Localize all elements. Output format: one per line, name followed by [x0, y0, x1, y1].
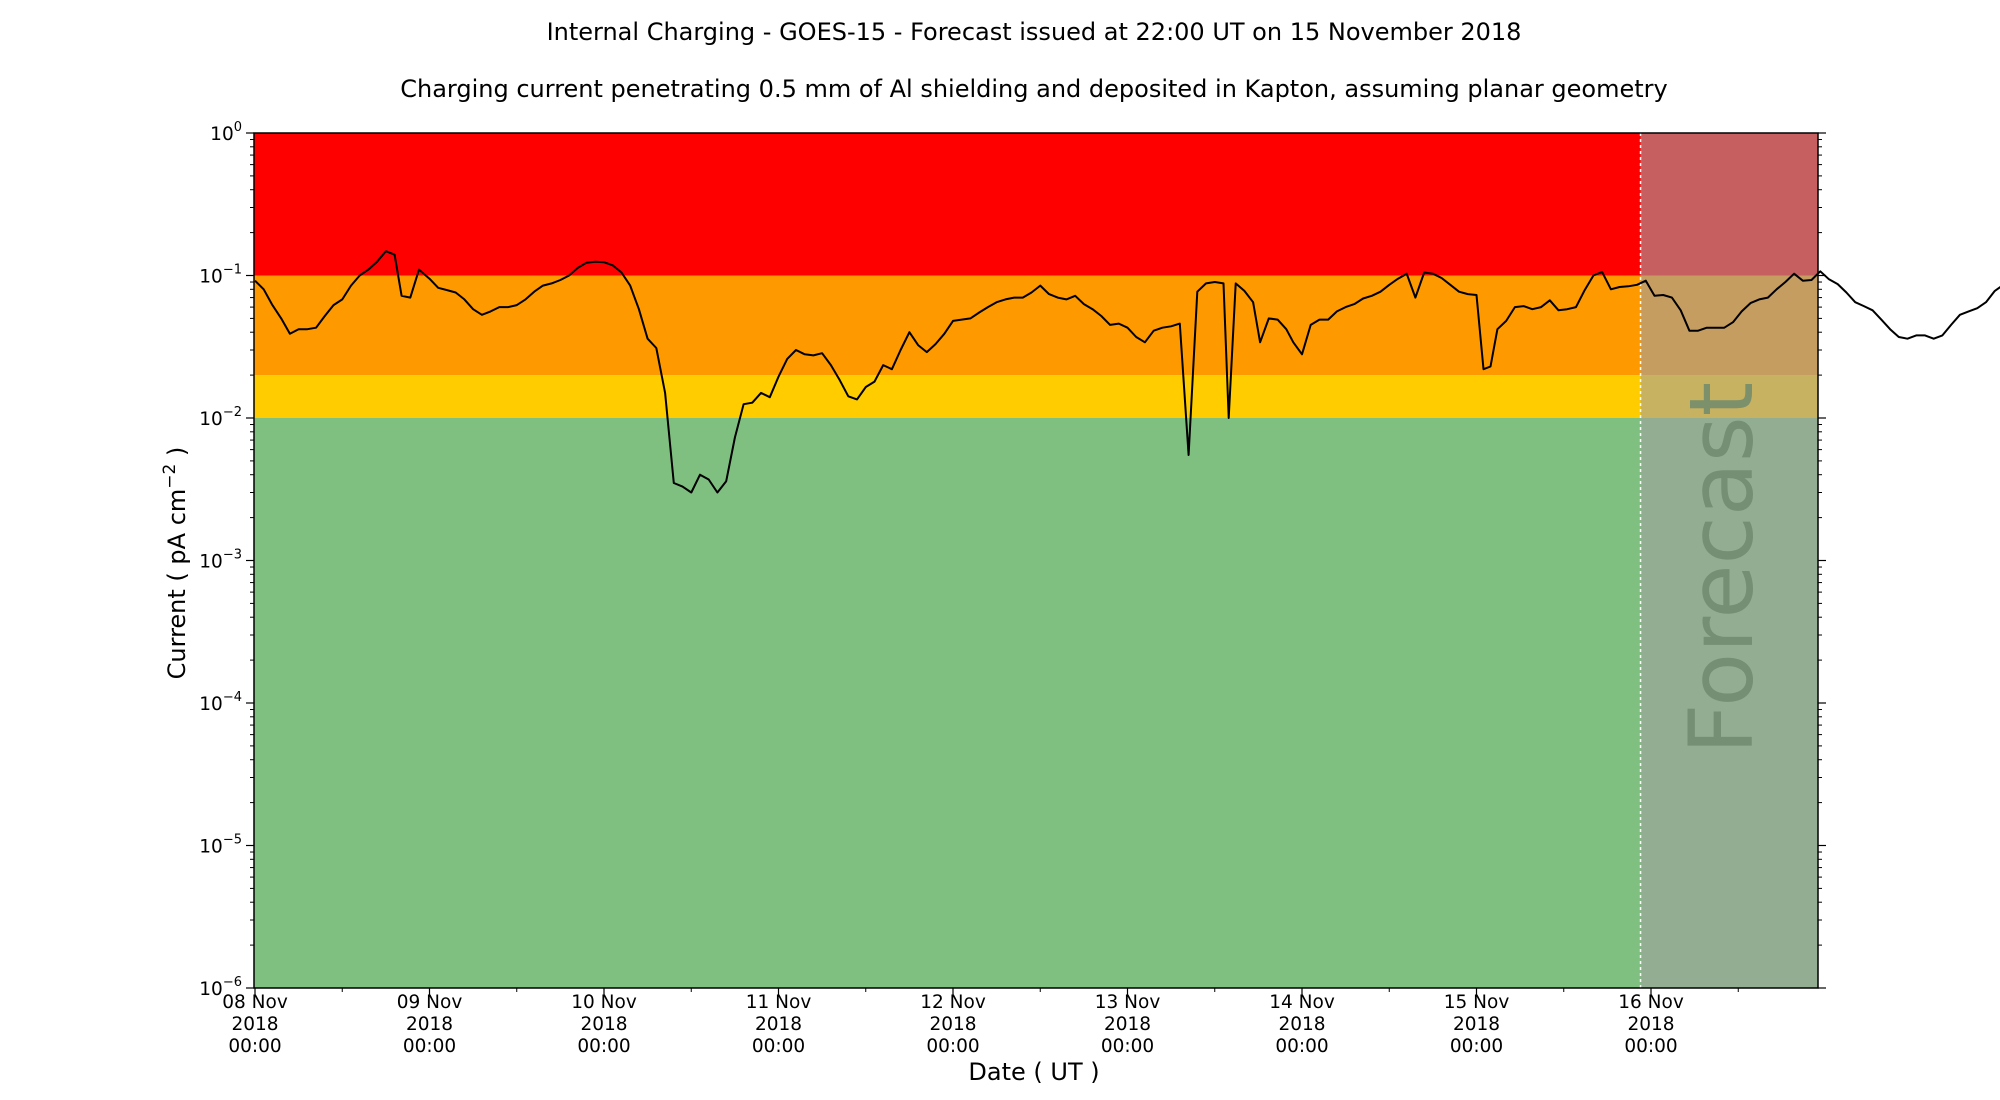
y-tick-base: 10 [199, 409, 223, 430]
x-tick-line: 10 Nov [571, 992, 637, 1013]
y-axis-label-suffix: ) [163, 447, 191, 464]
chart-subtitle: Charging current penetrating 0.5 mm of A… [400, 75, 1668, 103]
y-tick-label: 10−5 [199, 833, 242, 858]
x-tick-line: 2018 [755, 1014, 802, 1035]
x-tick-line: 2018 [1278, 1014, 1325, 1035]
x-tick-label: 10 Nov 2018 00:00 [571, 992, 637, 1057]
y-tick-base: 10 [199, 979, 223, 1000]
y-axis-label-prefix: Current ( pA cm [163, 489, 191, 680]
x-tick-line: 2018 [231, 1014, 278, 1035]
current-series [254, 250, 2000, 494]
y-tick-exponent: −4 [223, 690, 242, 705]
x-tick-label: 09 Nov 2018 00:00 [397, 992, 463, 1057]
y-axis-label: Current ( pA cm−2 ) [160, 447, 191, 680]
x-tick-line: 00:00 [1275, 1036, 1328, 1057]
band-moderate [254, 375, 1818, 418]
x-tick-line: 00:00 [1101, 1036, 1154, 1057]
x-tick-line: 11 Nov [746, 992, 812, 1013]
y-tick-exponent: 0 [234, 120, 242, 135]
band-high [254, 275, 1818, 376]
forecast-region: Forecast [1639, 133, 1818, 988]
x-tick-line: 2018 [580, 1014, 627, 1035]
y-tick-exponent: −1 [223, 263, 242, 278]
x-tick-line: 13 Nov [1095, 992, 1161, 1013]
y-tick-base: 10 [199, 267, 223, 288]
x-tick-label: 15 Nov 2018 00:00 [1444, 992, 1510, 1057]
severity-bands [254, 133, 1818, 988]
x-tick-line: 2018 [929, 1014, 976, 1035]
x-tick-label: 08 Nov 2018 00:00 [222, 992, 288, 1057]
x-tick-label: 14 Nov 2018 00:00 [1269, 992, 1335, 1057]
x-tick-line: 00:00 [926, 1036, 979, 1057]
x-tick-line: 00:00 [228, 1036, 281, 1057]
x-tick-line: 08 Nov [222, 992, 288, 1013]
x-tick-line: 2018 [1453, 1014, 1500, 1035]
x-tick-line: 2018 [1627, 1014, 1674, 1035]
x-tick-line: 2018 [1104, 1014, 1151, 1035]
forecast-overlay [1640, 133, 1818, 988]
band-severe [254, 133, 1818, 276]
x-tick-line: 16 Nov [1618, 992, 1684, 1013]
x-tick-line: 00:00 [403, 1036, 456, 1057]
y-tick-base: 10 [210, 124, 234, 145]
x-tick-line: 00:00 [577, 1036, 630, 1057]
x-tick-label: 11 Nov 2018 00:00 [746, 992, 812, 1057]
x-tick-label: 12 Nov 2018 00:00 [920, 992, 986, 1057]
y-tick-label: 10−3 [199, 548, 242, 573]
y-tick-base: 10 [199, 694, 223, 715]
y-tick-label: 10−1 [199, 263, 242, 288]
x-tick-line: 00:00 [752, 1036, 805, 1057]
x-tick-label: 13 Nov 2018 00:00 [1095, 992, 1161, 1057]
x-tick-label: 16 Nov 2018 00:00 [1618, 992, 1684, 1057]
y-tick-exponent: −5 [223, 833, 242, 848]
forecast-label: Forecast [1670, 382, 1773, 754]
y-tick-exponent: −2 [223, 405, 242, 420]
band-low [254, 418, 1818, 988]
x-axis-label: Date ( UT ) [968, 1058, 1099, 1086]
y-tick-base: 10 [199, 552, 223, 573]
x-tick-line: 12 Nov [920, 992, 986, 1013]
y-tick-label: 10−2 [199, 405, 242, 430]
x-tick-line: 00:00 [1450, 1036, 1503, 1057]
y-tick-exponent: −6 [223, 975, 242, 990]
y-tick-exponent: −3 [223, 548, 242, 563]
x-tick-line: 00:00 [1624, 1036, 1677, 1057]
y-tick-base: 10 [199, 837, 223, 858]
y-axis-label-exponent: −2 [160, 464, 180, 489]
y-tick-label: 10−6 [199, 975, 242, 1000]
y-tick-label: 100 [210, 120, 242, 145]
x-tick-line: 14 Nov [1269, 992, 1335, 1013]
x-tick-line: 09 Nov [397, 992, 463, 1013]
x-tick-line: 2018 [406, 1014, 453, 1035]
y-tick-label: 10−4 [199, 690, 242, 715]
x-tick-line: 15 Nov [1444, 992, 1510, 1013]
series-line [254, 250, 2000, 494]
chart-title: Internal Charging - GOES-15 - Forecast i… [547, 18, 1522, 46]
